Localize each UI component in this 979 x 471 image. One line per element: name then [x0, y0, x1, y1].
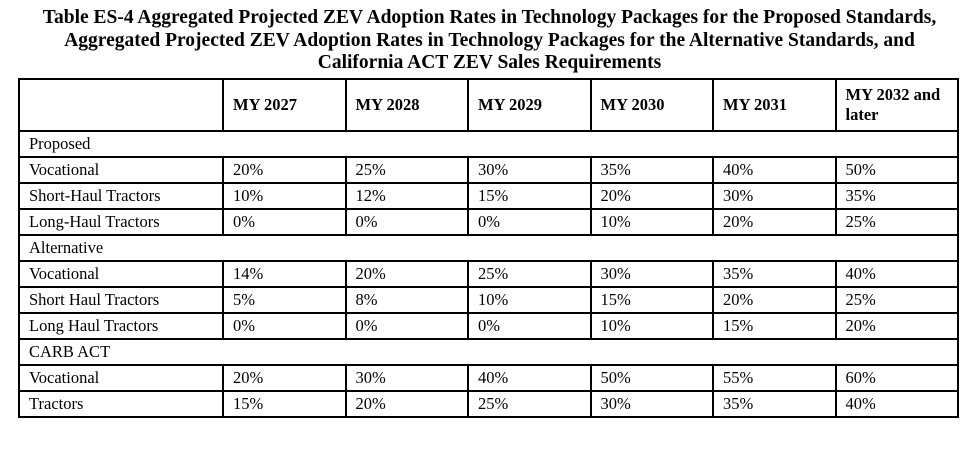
value-cell: 10% [467, 285, 592, 314]
table-header-row: MY 2027 MY 2028 MY 2029 MY 2030 MY 2031 MY 20… [18, 77, 959, 132]
value-cell: 30% [589, 389, 714, 418]
row-label-cell: Short-Haul Tractors [18, 181, 224, 210]
table-title: Table ES-4 Aggregated Projected ZEV Adop… [0, 0, 979, 75]
value-cell: 50% [834, 155, 959, 184]
value-cell: 30% [467, 155, 592, 184]
value-cell: 0% [222, 311, 347, 340]
value-cell: 20% [712, 207, 837, 236]
table-row: Tractors 15% 20% 25% 30% 35% 40% [18, 389, 959, 418]
value-cell: 20% [344, 389, 469, 418]
section-header-cell: Alternative [18, 233, 959, 262]
row-label-cell: Long Haul Tractors [18, 311, 224, 340]
value-cell: 20% [834, 311, 959, 340]
row-label-cell: Vocational [18, 155, 224, 184]
table-title-line-1: Table ES-4 Aggregated Projected ZEV Adop… [42, 7, 937, 28]
value-cell: 30% [712, 181, 837, 210]
table-row: Long-Haul Tractors 0% 0% 0% 10% 20% 25% [18, 207, 959, 236]
section-row: Alternative [18, 233, 959, 262]
value-cell: 25% [834, 207, 959, 236]
value-cell: 10% [589, 311, 714, 340]
section-header-cell: Proposed [18, 129, 959, 158]
value-cell: 50% [589, 363, 714, 392]
table-row: Short-Haul Tractors 10% 12% 15% 20% 30% 35% [18, 181, 959, 210]
value-cell: 15% [589, 285, 714, 314]
value-cell: 20% [712, 285, 837, 314]
value-cell: 40% [712, 155, 837, 184]
column-header-cell: MY 2029 [467, 77, 592, 132]
value-cell: 0% [467, 311, 592, 340]
table-row: Vocational 14% 20% 25% 30% 35% 40% [18, 259, 959, 288]
row-label-cell: Short Haul Tractors [18, 285, 224, 314]
value-cell: 30% [344, 363, 469, 392]
value-cell: 10% [589, 207, 714, 236]
value-cell: 25% [344, 155, 469, 184]
table-row: Short Haul Tractors 5% 8% 10% 15% 20% 25% [18, 285, 959, 314]
table-title-line-3: California ACT ZEV Sales Requirements [317, 52, 662, 73]
table-row: Long Haul Tractors 0% 0% 0% 10% 15% 20% [18, 311, 959, 340]
value-cell: 20% [344, 259, 469, 288]
row-label-cell: Vocational [18, 259, 224, 288]
value-cell: 10% [222, 181, 347, 210]
section-header-cell: CARB ACT [18, 337, 959, 366]
value-cell: 25% [834, 285, 959, 314]
value-cell: 35% [712, 389, 837, 418]
value-cell: 60% [834, 363, 959, 392]
value-cell: 0% [222, 207, 347, 236]
value-cell: 40% [834, 259, 959, 288]
value-cell: 25% [467, 389, 592, 418]
value-cell: 20% [222, 363, 347, 392]
row-label-cell: Tractors [18, 389, 224, 418]
value-cell: 35% [712, 259, 837, 288]
value-cell: 30% [589, 259, 714, 288]
value-cell: 40% [467, 363, 592, 392]
value-cell: 25% [467, 259, 592, 288]
value-cell: 35% [589, 155, 714, 184]
column-header-cell: MY 2028 [344, 77, 469, 132]
value-cell: 5% [222, 285, 347, 314]
table-row: Vocational 20% 25% 30% 35% 40% 50% [18, 155, 959, 184]
section-row: CARB ACT [18, 337, 959, 366]
column-header-cell: MY 2031 [712, 77, 837, 132]
value-cell: 0% [344, 311, 469, 340]
column-header-cell: MY 2030 [589, 77, 714, 132]
column-header-cell: MY 2032 and later [834, 77, 959, 132]
value-cell: 0% [344, 207, 469, 236]
table-row: Vocational 20% 30% 40% 50% 55% 60% [18, 363, 959, 392]
value-cell: 15% [712, 311, 837, 340]
value-cell: 8% [344, 285, 469, 314]
corner-cell [18, 77, 224, 132]
section-row: Proposed [18, 129, 959, 158]
header-row: MY 2027 MY 2028 MY 2029 MY 2030 MY 2031 MY 20… [18, 77, 959, 132]
zev-adoption-table: MY 2027 MY 2028 MY 2029 MY 2030 MY 2031 MY 20… [18, 77, 959, 418]
value-cell: 20% [222, 155, 347, 184]
row-label-cell: Long-Haul Tractors [18, 207, 224, 236]
value-cell: 0% [467, 207, 592, 236]
value-cell: 20% [589, 181, 714, 210]
value-cell: 55% [712, 363, 837, 392]
value-cell: 35% [834, 181, 959, 210]
table-title-line-2: Aggregated Projected ZEV Adoption Rates … [64, 29, 915, 51]
value-cell: 14% [222, 259, 347, 288]
row-label-cell: Vocational [18, 363, 224, 392]
value-cell: 15% [222, 389, 347, 418]
column-header-cell: MY 2027 [222, 77, 347, 132]
value-cell: 15% [467, 181, 592, 210]
value-cell: 40% [834, 389, 959, 418]
value-cell: 12% [344, 181, 469, 210]
table-body: Proposed Vocational 20% 25% 30% 35% 40% 50% Shor… [18, 129, 959, 418]
